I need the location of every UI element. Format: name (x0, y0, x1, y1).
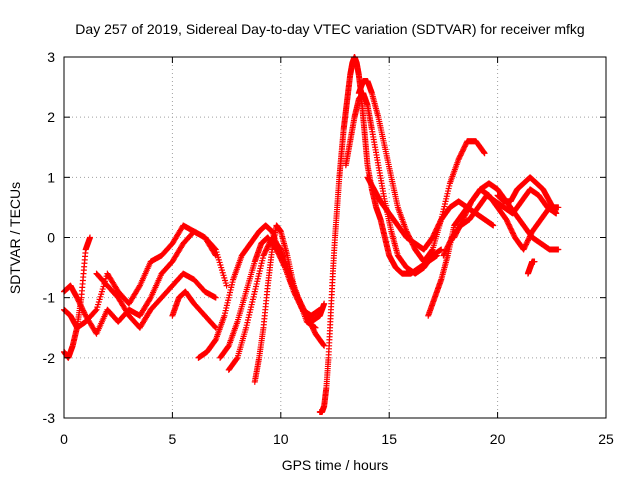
data-point (428, 247, 435, 254)
y-tick-label: 2 (47, 109, 55, 125)
series-arc-17 (494, 174, 560, 217)
data-point (320, 341, 327, 348)
series-arc-3 (61, 228, 230, 337)
data-point (223, 282, 230, 289)
y-tick-labels: -3 -2 -1 0 1 2 3 (43, 49, 56, 426)
y-tick-label: 3 (47, 49, 55, 65)
data-points (61, 54, 562, 415)
data-point (136, 283, 143, 290)
x-axis-title: GPS time / hours (282, 457, 389, 473)
series-arc-11 (342, 90, 445, 277)
grid-layer (64, 57, 606, 418)
data-point (312, 324, 319, 331)
y-tick-label: -3 (43, 410, 56, 426)
data-point (480, 149, 487, 156)
y-tick-label: 1 (47, 169, 55, 185)
data-point (438, 246, 445, 253)
data-point (233, 355, 240, 362)
data-point (321, 300, 328, 307)
series-arc-13 (364, 174, 497, 253)
data-point (211, 245, 218, 252)
axis-ticks (63, 56, 607, 419)
series-arc-1 (61, 234, 94, 361)
y-tick-label: 0 (47, 230, 55, 246)
data-point (555, 204, 562, 211)
data-point (87, 234, 94, 241)
data-point (92, 307, 99, 314)
series-arc-16 (451, 186, 562, 253)
data-point (146, 295, 153, 302)
x-tick-label: 0 (60, 431, 68, 447)
data-point (531, 258, 538, 265)
x-tick-labels: 0 5 10 15 20 25 (60, 431, 614, 447)
data-point (212, 294, 219, 301)
series-arc-4 (93, 270, 219, 331)
series-arc-18 (524, 258, 538, 277)
x-tick-label: 15 (381, 431, 397, 447)
series-arc-9 (251, 222, 328, 385)
data-point (553, 210, 560, 217)
x-tick-label: 20 (490, 431, 506, 447)
data-point (481, 150, 488, 157)
data-point (555, 246, 562, 253)
x-tick-label: 25 (598, 431, 614, 447)
series-arc-5 (169, 288, 219, 331)
chart-title: Day 257 of 2019, Sidereal Day-to-day VTE… (75, 21, 584, 37)
x-tick-label: 5 (169, 431, 177, 447)
series-arc-12 (355, 78, 488, 265)
x-tick-label: 10 (273, 431, 289, 447)
data-point (490, 222, 497, 229)
data-point (211, 323, 218, 330)
y-tick-label: -1 (43, 290, 56, 306)
y-axis-title: SDTVAR / TECUs (7, 182, 23, 294)
y-tick-label: -2 (43, 350, 56, 366)
